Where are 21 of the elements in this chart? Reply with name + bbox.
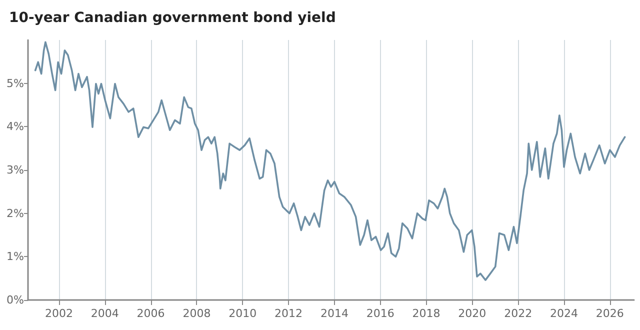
x-tick-label: 2012 bbox=[274, 307, 303, 320]
y-tick-label: 4% bbox=[6, 120, 24, 134]
y-tick-label: 5% bbox=[6, 76, 24, 90]
line-series bbox=[34, 41, 626, 281]
y-tick-label: 1% bbox=[6, 250, 24, 264]
x-tick-label: 2026 bbox=[596, 307, 624, 320]
x-tick-label: 2008 bbox=[182, 307, 211, 320]
x-tick-label: 2016 bbox=[366, 307, 394, 320]
x-tick-label: 2024 bbox=[550, 307, 578, 320]
y-tick-label: 2% bbox=[6, 206, 24, 220]
x-tick-label: 2018 bbox=[412, 307, 440, 320]
x-tick-label: 2022 bbox=[504, 307, 532, 320]
x-tick-label: 2006 bbox=[136, 307, 165, 320]
chart-title: 10-year Canadian government bond yield bbox=[9, 10, 336, 26]
x-tick-label: 2002 bbox=[44, 307, 73, 320]
x-tick-label: 2010 bbox=[228, 307, 257, 320]
y-tick-label: 3% bbox=[6, 164, 24, 176]
x-tick-label: 2020 bbox=[458, 307, 486, 320]
x-tick-label: 2014 bbox=[320, 307, 348, 320]
y-tick-label: 0% bbox=[6, 294, 24, 306]
x-tick-label: 2004 bbox=[90, 307, 119, 320]
